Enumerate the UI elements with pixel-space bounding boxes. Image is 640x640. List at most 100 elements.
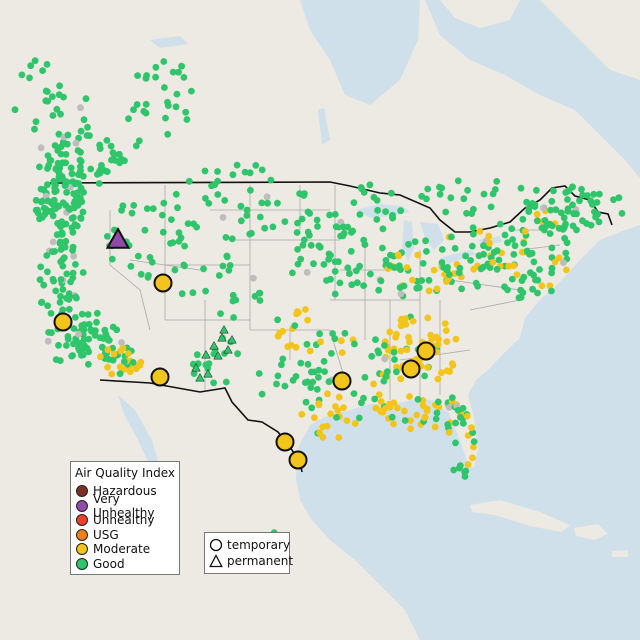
sensor-dot [124,350,132,357]
sensor-dot [477,265,485,273]
permanent-monitor-marker [223,344,233,354]
sensor-dot [53,105,61,113]
sensor-dot [51,188,59,196]
sensor-dot [562,189,570,196]
sensor-dot [510,251,518,258]
sensor-dot [82,95,90,103]
gulf-of-california [118,395,160,468]
sensor-dot [341,329,349,337]
sensor-dot [436,190,444,198]
sensor-dot [573,210,580,218]
permanent-label: permanent [227,554,294,568]
greenland-land [540,0,640,80]
sensor-dot [63,178,71,186]
sensor-dot [85,360,92,368]
moderate-swatch-icon [76,543,88,556]
sensor-dot [304,316,311,324]
sensor-dot [351,420,359,427]
sensor-dot [448,360,456,368]
sensor-dot [118,207,125,214]
sensor-dot [57,110,64,118]
sensor-dot [56,298,64,306]
sensor-dot [529,285,536,293]
shape-legend-permanent: permanent [205,553,293,569]
sensor-dot [533,186,540,194]
sensor-dot [287,341,295,349]
sensor-dot [331,268,339,275]
sensor-dot [291,322,299,329]
sensor-dot [419,260,427,267]
sensor-dot [78,351,85,359]
sensor-dot [340,404,347,411]
sensor-dot [175,229,183,237]
sensor-dot [358,399,365,407]
sensor-dot [425,287,433,295]
sensor-dot [463,209,470,217]
sensor-dot [68,352,76,360]
sensor-dot [69,246,76,254]
sensor-dot [297,359,305,367]
sensor-dot [130,202,138,209]
sensor-dot [57,292,64,300]
sensor-dot [223,253,231,261]
sensor-dot [310,260,317,268]
sensor-dot [32,118,40,126]
sensor-dot [225,267,233,274]
sensor-dot [405,333,412,341]
sensor-dot [382,257,390,264]
sensor-dot [108,370,116,378]
sensor-dot [452,335,460,343]
sensor-dot [579,191,586,199]
sensor-dot [59,262,67,270]
sensor-dot [335,434,343,441]
sensor-dot [37,263,45,271]
sensor-dot [548,244,556,252]
sensor-dot [474,282,481,290]
sensor-dot [324,390,331,398]
sensor-dot [274,316,281,324]
sensor-dot [443,338,451,345]
sensor-dot [377,277,385,285]
sensor-dot [75,134,82,142]
sensor-dot [375,286,383,294]
sensor-dot [303,340,311,348]
sensor-dot [267,176,275,184]
sensor-dot [36,276,44,284]
sensor-dot [175,238,183,245]
sensor-dot [316,330,323,338]
sensor-dot [75,344,82,352]
sensor-dot [470,265,478,273]
temporary-monitor-marker [401,359,421,379]
sensor-dot [448,394,456,401]
sensor-layer [11,57,626,552]
sensor-dot [394,404,401,412]
sensor-dot [77,127,85,135]
sensor-dot [43,252,51,259]
sensor-dot [372,404,380,412]
sensor-dot [517,184,525,192]
sensor-dot [464,461,472,468]
sensor-dot [350,390,358,397]
sensor-dot [256,289,264,297]
permanent-monitor-marker [203,368,213,378]
sensor-dot [413,284,421,292]
legend-label: Hazardous [93,484,157,499]
sensor-dot [407,417,414,424]
sensor-dot [39,67,46,74]
sensor-dot [181,262,189,270]
sensor-dot [52,287,60,295]
sensor-dot [31,57,39,65]
sensor-dot [444,264,451,271]
sensor-dot [480,190,488,198]
sensor-dot [398,315,405,323]
sensor-dot [281,382,289,390]
sensor-dot [438,259,446,266]
sensor-dot [233,161,241,169]
sensor-dot [64,333,72,340]
sensor-dot [162,114,169,122]
sensor-dot [401,407,408,415]
sensor-dot [541,217,549,224]
sensor-dot [513,271,521,279]
sensor-dot [304,360,312,368]
sensor-dot [104,334,111,342]
